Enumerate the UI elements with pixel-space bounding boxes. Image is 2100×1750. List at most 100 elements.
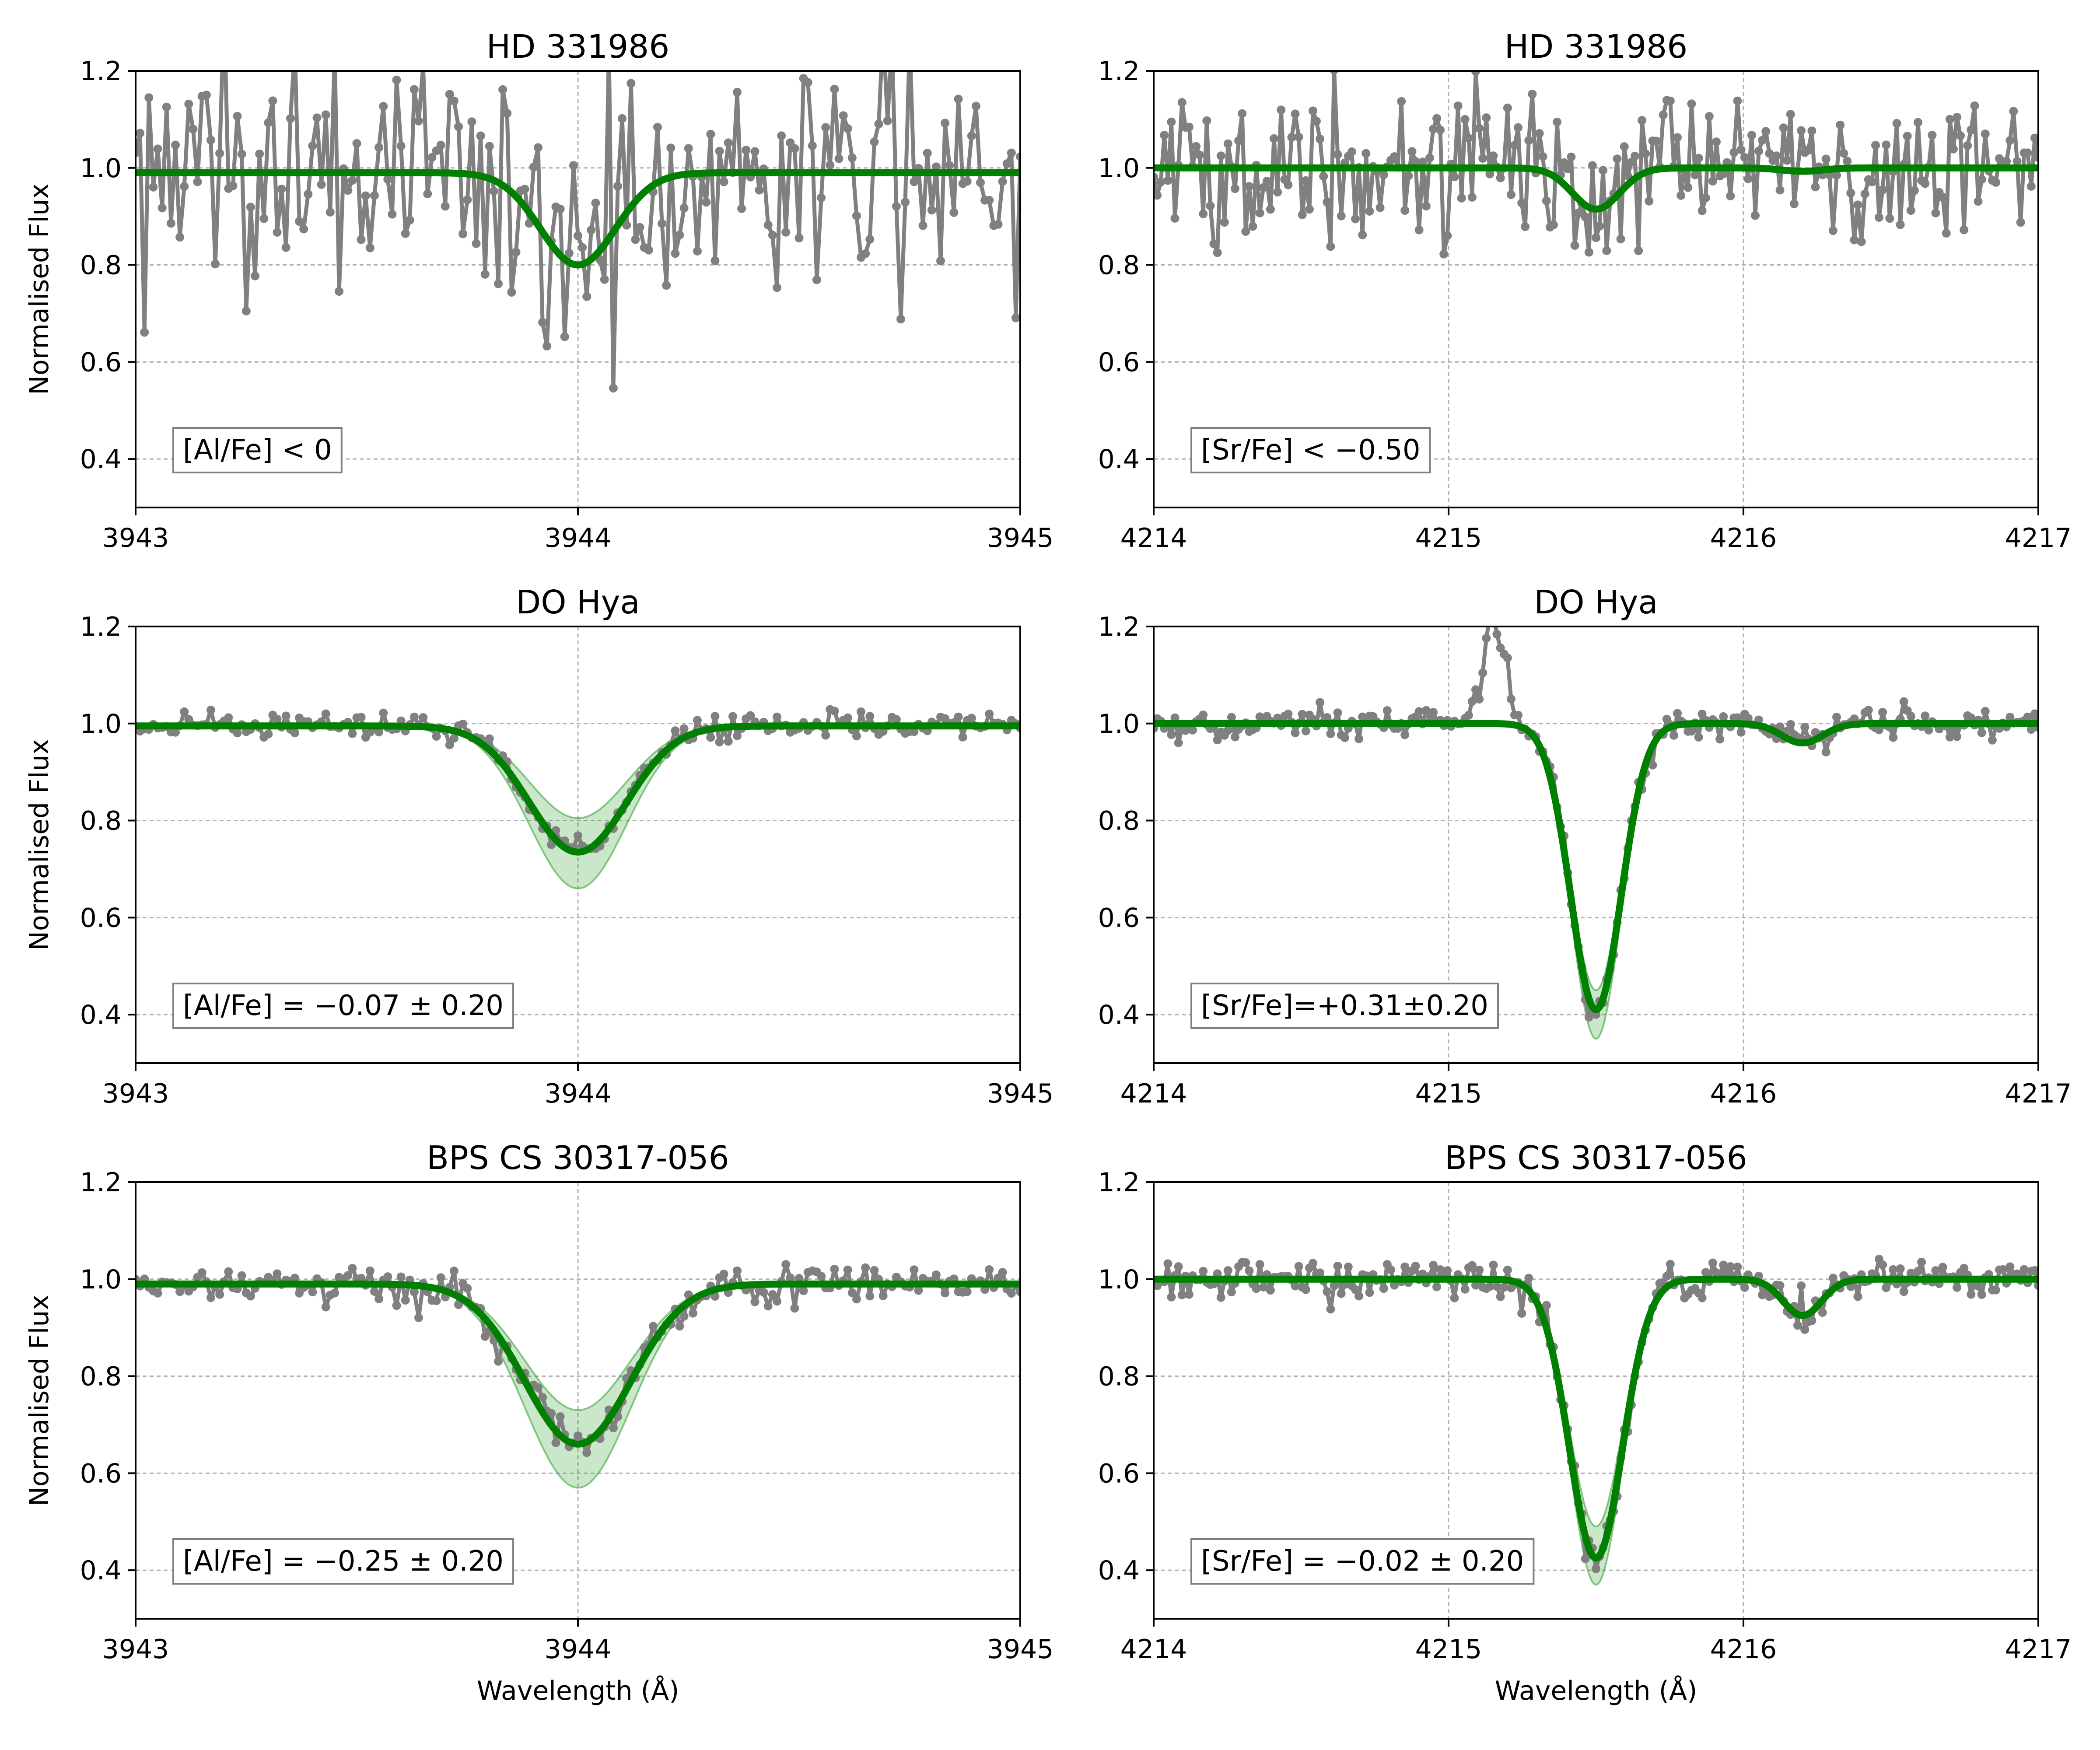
observed-point: [1167, 730, 1176, 739]
observed-point: [1995, 154, 2004, 163]
observed-point: [1906, 206, 1915, 215]
panel-1: 3943 3944 3945 0.4 0.6 0.8 1.0 1.2 HD 331986 Norm…: [24, 28, 1054, 553]
observed-point: [817, 193, 826, 203]
observed-point: [870, 1266, 879, 1275]
observed-point: [1365, 1288, 1374, 1297]
observed-point: [1291, 728, 1300, 737]
observed-point: [162, 102, 171, 112]
observed-point: [1195, 150, 1204, 160]
observed-point: [1443, 231, 1452, 240]
observed-point: [1284, 710, 1293, 719]
observed-point: [1853, 200, 1862, 210]
observed-point: [1775, 722, 1785, 732]
observed-point: [1177, 98, 1186, 107]
observed-point: [790, 144, 799, 153]
observed-point: [1807, 126, 1816, 136]
y-tick-label: 1.2: [80, 612, 122, 642]
observed-point: [706, 733, 715, 742]
abundance-annotation: [Sr/Fe] < −0.50: [1190, 427, 1431, 473]
observed-point: [1595, 222, 1604, 231]
panel-6: 4214 4215 4216 4217 0.4 0.6 0.8 1.0 1.2 BPS CS 30…: [1098, 1139, 2072, 1706]
observed-point: [626, 79, 636, 88]
observed-point: [520, 185, 529, 194]
x-tick-label: 4217: [2005, 1634, 2072, 1665]
x-tick-label: 4215: [1415, 1634, 1482, 1665]
observed-point: [1478, 668, 1488, 677]
observed-point: [1726, 1262, 1735, 1271]
observed-point: [1832, 171, 1841, 180]
observed-point: [1397, 97, 1406, 106]
observed-point: [348, 729, 357, 738]
observed-point: [1284, 180, 1293, 189]
observed-point: [144, 93, 154, 102]
observed-point: [971, 102, 980, 111]
observed-point: [1503, 103, 1512, 112]
observed-point: [1273, 188, 1282, 197]
observed-point: [710, 712, 720, 721]
annotation-box: [172, 983, 514, 1029]
observed-point: [834, 154, 844, 163]
observed-point: [613, 182, 622, 191]
observed-point: [1945, 115, 1954, 124]
tick-labels: 3943 3944 3945 0.4 0.6 0.8 1.0 1.2: [80, 1167, 1054, 1665]
observed-point: [1828, 1274, 1838, 1283]
model-fit-line: [136, 722, 1020, 856]
observed-point: [246, 203, 255, 212]
observed-point: [1967, 1290, 1976, 1299]
observed-point: [476, 131, 485, 140]
observed-point: [1291, 1281, 1300, 1291]
x-tick-label: 4215: [1415, 1078, 1482, 1109]
observed-point: [1588, 161, 1597, 170]
x-axis-label: Wavelength (Å): [1495, 1675, 1698, 1706]
observed-point: [1016, 152, 1020, 161]
plot-area: [1154, 71, 2038, 259]
observed-point: [1227, 1288, 1236, 1296]
observed-point: [644, 245, 653, 255]
observed-point: [560, 332, 569, 341]
observed-point: [1981, 707, 1990, 716]
observed-point: [1270, 134, 1278, 143]
observed-point: [901, 198, 910, 207]
observed-point: [458, 720, 468, 728]
x-tick-label: 3945: [987, 1634, 1054, 1665]
observed-point: [847, 1288, 857, 1297]
observed-point: [136, 129, 145, 138]
observed-point: [1379, 170, 1388, 179]
panel-4: 4214 4215 4216 4217 0.4 0.6 0.8 1.0 1.2 DO Hya [Sr…: [1098, 584, 2072, 1109]
observed-point: [1259, 1282, 1268, 1292]
observed-point: [1662, 1272, 1671, 1281]
observed-point: [1432, 114, 1441, 123]
observed-point: [852, 1295, 861, 1304]
observed-point: [1174, 738, 1183, 747]
observed-point: [379, 102, 388, 111]
observed-point: [1216, 1293, 1225, 1302]
observed-point: [883, 116, 892, 126]
observed-point: [551, 1438, 560, 1447]
observed-point: [861, 249, 870, 258]
observed-point: [1333, 708, 1342, 718]
observed-point: [374, 1294, 384, 1303]
y-axis-label: Normalised Flux: [24, 739, 55, 951]
observed-point: [1694, 732, 1703, 742]
panel-title: DO Hya: [1534, 584, 1658, 621]
observed-point: [343, 1271, 353, 1280]
observed-point: [675, 231, 684, 240]
observed-point: [671, 726, 680, 735]
observed-point: [1804, 145, 1813, 154]
observed-point: [1506, 694, 1516, 704]
observed-point: [1528, 90, 1537, 98]
observed-point: [799, 1286, 808, 1295]
observed-point: [1337, 211, 1346, 220]
observed-point: [414, 116, 423, 126]
observed-point: [1386, 1265, 1395, 1274]
observed-point: [1287, 133, 1296, 142]
observed-point: [2026, 725, 2036, 734]
annotation-text: [Al/Fe] < 0: [183, 434, 332, 466]
observed-point: [936, 256, 945, 266]
observed-point: [1489, 610, 1498, 619]
observed-point: [233, 728, 242, 738]
observed-point: [1853, 1292, 1862, 1301]
observed-point: [1956, 131, 1965, 140]
observed-point: [1581, 213, 1590, 221]
observed-point: [449, 1267, 458, 1276]
